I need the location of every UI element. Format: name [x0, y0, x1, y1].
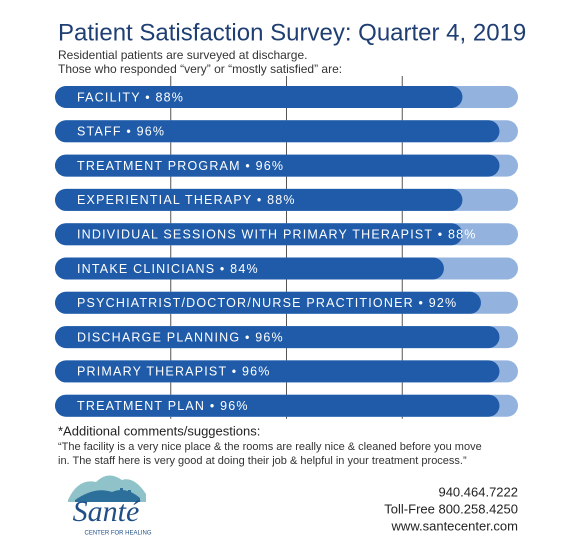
subtitle: Those who responded “very” or “mostly sa…: [58, 62, 342, 76]
subtitle: Residential patients are surveyed at dis…: [58, 48, 307, 62]
bar-label: PSYCHIATRIST/DOCTOR/NURSE PRACTITIONER •…: [77, 296, 457, 310]
bar: [55, 120, 500, 143]
logo-name: Santé: [73, 495, 141, 528]
bar-label: TREATMENT PLAN • 96%: [77, 399, 249, 413]
bar-label: INTAKE CLINICIANS • 84%: [77, 262, 259, 276]
bar: [55, 326, 500, 349]
comment-text: “The facility is a very nice place & the…: [58, 441, 482, 453]
logo: Santé CENTER FOR HEALING: [68, 475, 152, 537]
logo-tagline: CENTER FOR HEALING: [84, 531, 151, 537]
bar: [55, 223, 463, 246]
bar-label: TREATMENT PROGRAM • 96%: [77, 159, 284, 173]
bar: [55, 86, 463, 108]
bar: [55, 188, 463, 211]
contact: www.santecenter.com: [391, 518, 518, 533]
logo-pillar: [120, 488, 123, 502]
contact: 940.464.7222: [438, 484, 518, 499]
bar: [55, 394, 500, 417]
comment-text: in. The staff here is very good at doing…: [58, 455, 467, 467]
bar: [55, 360, 500, 383]
comment-title: *Additional comments/suggestions:: [58, 423, 260, 438]
contact: Toll-Free 800.258.4250: [384, 501, 518, 516]
logo-mountains: [75, 490, 140, 502]
bar-label: INDIVIDUAL SESSIONS WITH PRIMARY THERAPI…: [77, 227, 477, 241]
bar: [55, 154, 500, 177]
bar: [55, 257, 444, 280]
bar-label: FACILITY • 88%: [77, 90, 184, 104]
bar-label: PRIMARY THERAPIST • 96%: [77, 365, 271, 379]
bar-label: DISCHARGE PLANNING • 96%: [77, 330, 284, 344]
logo-pillar: [128, 490, 131, 502]
bar: [55, 291, 481, 314]
bar-label: STAFF • 96%: [77, 125, 165, 139]
chart-title: Patient Satisfaction Survey: Quarter 4, …: [58, 19, 526, 46]
bar-label: EXPERIENTIAL THERAPY • 88%: [77, 193, 296, 207]
